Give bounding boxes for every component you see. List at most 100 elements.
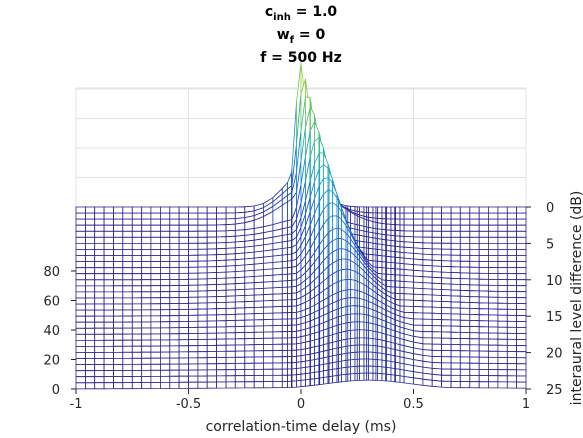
surface-cell <box>188 242 199 250</box>
surface-cell <box>450 236 461 244</box>
surface-cell <box>178 236 189 244</box>
surface-cell <box>188 351 199 359</box>
surface-cell <box>390 286 396 294</box>
surface-cell <box>497 218 508 226</box>
surface-cell <box>487 381 499 389</box>
surface-cell <box>291 279 297 288</box>
surface-cell <box>150 381 161 390</box>
surface-cell <box>341 345 347 355</box>
surface-cell <box>281 331 288 339</box>
surface-cell <box>497 326 508 334</box>
surface-cell <box>381 332 386 342</box>
surface-cell <box>422 378 433 387</box>
surface-cell <box>94 279 105 287</box>
surface-cell <box>253 381 264 389</box>
surface-cell <box>399 251 405 259</box>
surface-cell <box>350 351 356 361</box>
surface-cell <box>94 303 105 311</box>
surface-cell <box>287 356 292 364</box>
surface-cell <box>403 376 414 385</box>
surface-cell <box>413 224 424 232</box>
surface-cell <box>94 285 105 293</box>
surface-cell <box>469 284 480 292</box>
surface-cell <box>244 350 255 358</box>
surface-cell <box>122 267 133 275</box>
surface-cell <box>94 364 105 372</box>
surface-cell <box>287 374 292 382</box>
surface-cell <box>103 303 114 311</box>
surface-cell <box>413 281 424 290</box>
surface-cell <box>469 248 480 256</box>
surface-cell <box>350 269 356 281</box>
surface-cell <box>281 305 288 314</box>
surface-cell <box>253 350 264 358</box>
surface-cell <box>131 273 143 281</box>
surface-cell <box>516 224 527 232</box>
surface-cell <box>197 326 208 334</box>
surface-cell <box>159 212 171 220</box>
surface-cell <box>459 278 471 286</box>
surface-cell <box>506 344 517 353</box>
surface-cell <box>281 337 288 345</box>
surface-cell <box>159 345 171 353</box>
surface-cell <box>85 255 96 263</box>
surface-cell <box>403 218 414 226</box>
surface-cell <box>338 248 342 261</box>
surface-cell <box>497 290 508 298</box>
surface-cell <box>386 261 392 269</box>
surface-cell <box>450 218 461 226</box>
surface-cell <box>188 326 199 335</box>
surface-cell <box>359 337 365 346</box>
surface-cell <box>450 277 461 285</box>
surface-cell <box>310 371 315 380</box>
surface-cell <box>341 314 347 325</box>
surface-cell <box>216 271 227 279</box>
surface-cell <box>372 351 377 360</box>
surface-cell <box>403 293 414 301</box>
surface-cell <box>103 273 114 281</box>
surface-cell <box>272 337 283 345</box>
surface-cell <box>450 331 461 339</box>
surface-cell <box>188 248 199 256</box>
surface-cell <box>506 279 517 287</box>
surface-cell <box>516 351 527 359</box>
surface-cell <box>131 236 143 244</box>
surface-cell <box>94 376 105 384</box>
surface-cell <box>188 266 199 274</box>
surface-cell <box>131 321 143 329</box>
surface-cell <box>234 206 246 214</box>
surface-cell <box>296 361 302 369</box>
surface-cell <box>197 272 208 280</box>
surface-cell <box>159 315 171 323</box>
surface-cell <box>413 206 424 214</box>
surface-cell <box>94 321 105 329</box>
surface-cell <box>131 369 143 377</box>
surface-cell <box>338 346 342 356</box>
surface-cell <box>150 333 161 341</box>
surface-cell <box>141 351 152 359</box>
surface-cell <box>169 297 180 305</box>
surface-cell <box>422 288 433 296</box>
surface-cell <box>131 303 143 311</box>
surface-cell <box>459 344 471 352</box>
surface-cell <box>359 305 365 315</box>
surface-cell <box>234 319 246 328</box>
surface-cell <box>281 273 288 282</box>
surface-cell <box>244 344 255 352</box>
surface-cell <box>169 327 180 335</box>
surface-cell <box>497 206 508 214</box>
surface-cell <box>206 266 218 274</box>
surface-cell <box>516 381 527 389</box>
surface-cell <box>372 316 377 325</box>
surface-cell <box>422 218 433 226</box>
surface-cell <box>281 254 288 263</box>
surface-cell <box>516 297 527 305</box>
surface-cell <box>216 236 227 244</box>
surface-cell <box>225 319 236 328</box>
surface-cell <box>431 325 443 333</box>
surface-cell <box>122 236 133 244</box>
surface-mesh <box>75 62 527 390</box>
surface-cell <box>113 327 124 335</box>
surface-cell <box>281 267 288 275</box>
surface-cell <box>225 235 236 244</box>
